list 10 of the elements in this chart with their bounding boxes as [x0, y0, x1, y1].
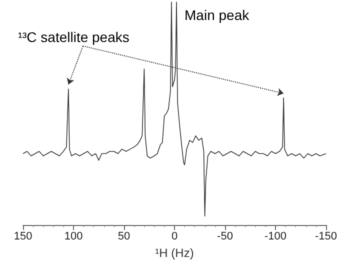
x-tick-label: 50 — [118, 230, 130, 242]
x-tick-label: 0 — [171, 230, 178, 242]
x-axis-title: ¹H (Hz) — [155, 246, 194, 260]
annotation: Main peak — [184, 7, 250, 23]
x-tick-label: 150 — [14, 230, 32, 242]
annotation: ¹³C satellite peaks — [18, 29, 130, 45]
x-tick-label: 100 — [64, 230, 83, 242]
x-tick-label: -50 — [217, 230, 233, 242]
x-tick-label: -100 — [264, 230, 287, 242]
x-tick-label: -150 — [314, 230, 338, 242]
